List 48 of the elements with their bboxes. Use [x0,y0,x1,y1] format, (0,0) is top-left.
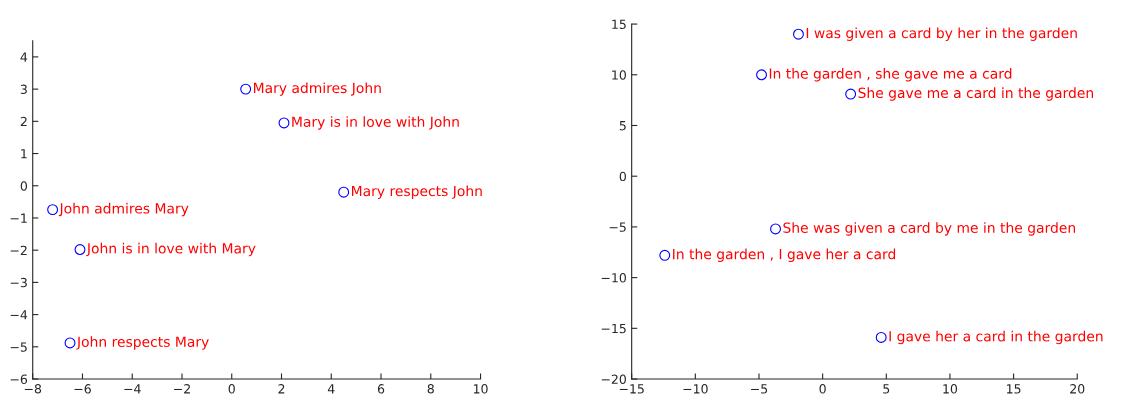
x-tick-label: 8 [427,384,434,394]
y-tick-label: −15 [601,323,626,334]
x-tick-label: −5 [751,384,768,394]
x-tick-label: 2 [278,384,285,394]
y-tick-label: 2 [20,116,27,127]
y-tick-label: 10 [612,70,626,80]
y-tick-label: −2 [10,245,27,255]
annotation: Mary respects John [352,185,482,199]
annotation: John is in love with Mary [86,242,256,257]
y-tick-label: −10 [601,273,626,283]
y-tick-label: −5 [10,342,27,352]
y-tick-label: −20 [601,374,626,384]
x-tick-label: 5 [883,384,890,394]
x-tick-label: 0 [228,384,235,394]
annotation: John respects Mary [76,336,209,350]
y-tick-label: 4 [20,52,28,62]
y-tick-label: 0 [20,181,28,191]
y-tick-label: −1 [10,213,27,223]
annotation: John admires Mary [58,202,189,217]
annotation: She was given a card by me in the garden [783,222,1076,236]
x-tick-label: 6 [377,384,385,394]
x-tick-label: −6 [74,384,91,394]
x-tick-label: 15 [1007,384,1021,394]
y-tick-label: −4 [10,310,28,320]
y-tick-label: −5 [609,222,626,232]
x-tick-label: 20 [1070,384,1085,394]
x-tick-label: 4 [327,384,335,394]
annotation: In the garden , I gave her a card [673,248,896,263]
y-tick-label: 3 [20,84,27,95]
annotation: I gave her a card in the garden [889,330,1103,345]
y-tick-label: 5 [619,121,626,131]
y-tick-label: −3 [10,277,27,288]
annotation: Mary is in love with John [292,116,459,130]
x-tick-label: 10 [943,384,958,394]
x-tick-label: 10 [473,384,488,394]
y-tick-label: 15 [612,19,626,29]
y-tick-label: 1 [21,149,27,159]
annotation: In the garden , she gave me a card [769,68,1012,82]
y-tick-label: 0 [619,171,626,182]
annotation: I was given a card by her in the garden [806,27,1077,41]
x-tick-label: −4 [124,384,141,394]
annotation: She gave me a card in the garden [858,87,1093,101]
x-tick-label: −2 [174,384,190,394]
annotation: Mary admires John [253,82,381,96]
x-tick-label: 0 [819,384,826,394]
y-tick-label: −6 [10,374,28,384]
x-tick-label: −10 [683,384,708,394]
x-tick-label: −8 [24,384,42,394]
